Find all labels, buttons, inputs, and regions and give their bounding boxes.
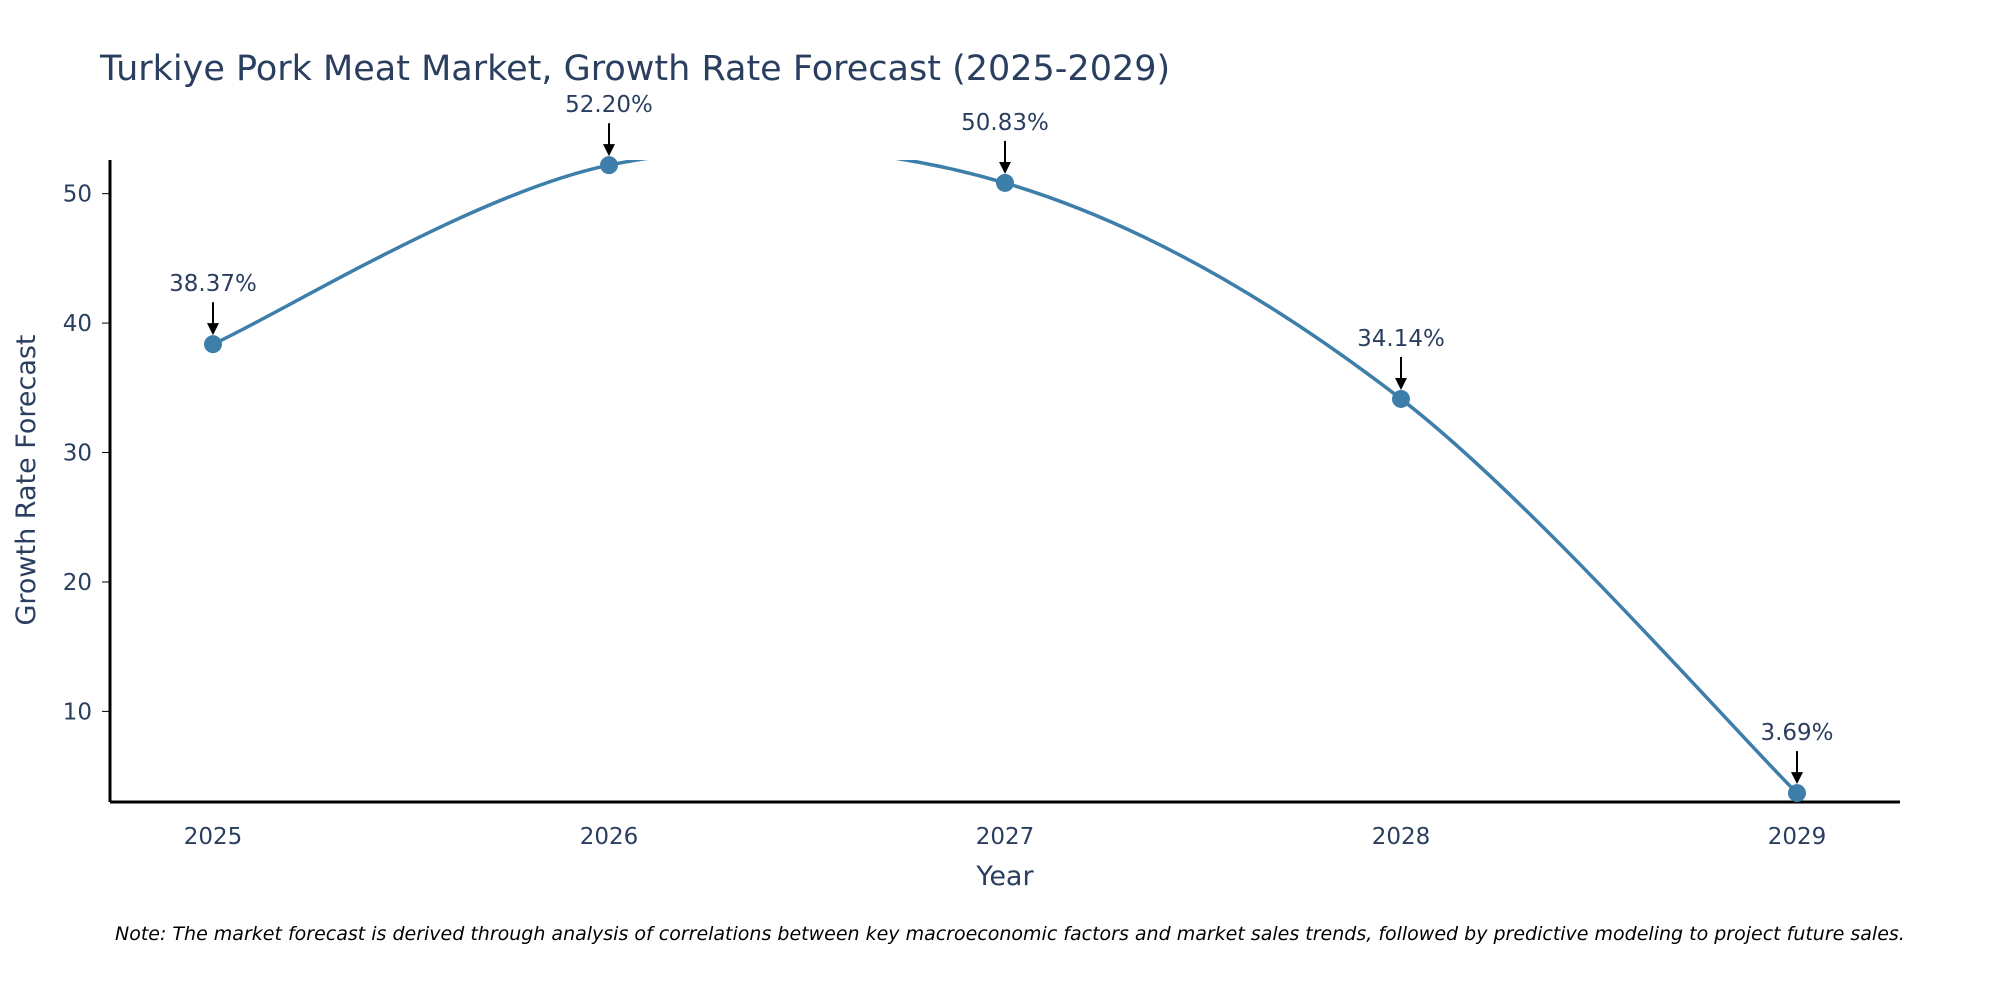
y-tick-label: 30 [63,441,92,467]
x-axis-title: Year [975,861,1034,892]
y-axis-ticks: 10 20 30 40 50 [63,182,110,725]
x-axis-ticks: 2025 2026 2027 2028 2029 [184,824,1827,850]
x-tick-label: 2027 [976,824,1035,850]
chart-title: Turkiye Pork Meat Market, Growth Rate Fo… [99,49,1170,89]
data-markers [204,156,1806,803]
data-label-2028: 34.14% [1357,326,1445,352]
data-point-2029 [1788,784,1806,803]
y-axis-title: Growth Rate Forecast [11,334,42,625]
x-tick-label: 2025 [184,824,243,850]
data-point-2027 [996,173,1014,192]
data-label-2025: 38.37% [169,271,257,297]
y-tick-label: 10 [63,699,92,725]
x-tick-label: 2028 [1372,824,1431,850]
data-annotations: 38.37% 52.20% 50.83% 34.14% 3.69% [169,92,1834,785]
data-point-2025 [204,335,222,354]
footnote: Note: The market forecast is derived thr… [115,923,1905,945]
series-line [212,160,1799,795]
y-tick-label: 20 [63,570,92,596]
data-point-2028 [1392,389,1410,408]
data-label-2026: 52.20% [565,92,653,118]
x-tick-label: 2029 [1768,824,1827,850]
y-tick-label: 50 [63,182,92,208]
y-tick-label: 40 [63,311,92,337]
x-tick-label: 2026 [580,824,639,850]
data-label-2029: 3.69% [1760,720,1833,746]
data-label-2027: 50.83% [961,110,1049,136]
data-point-2026 [600,156,618,175]
